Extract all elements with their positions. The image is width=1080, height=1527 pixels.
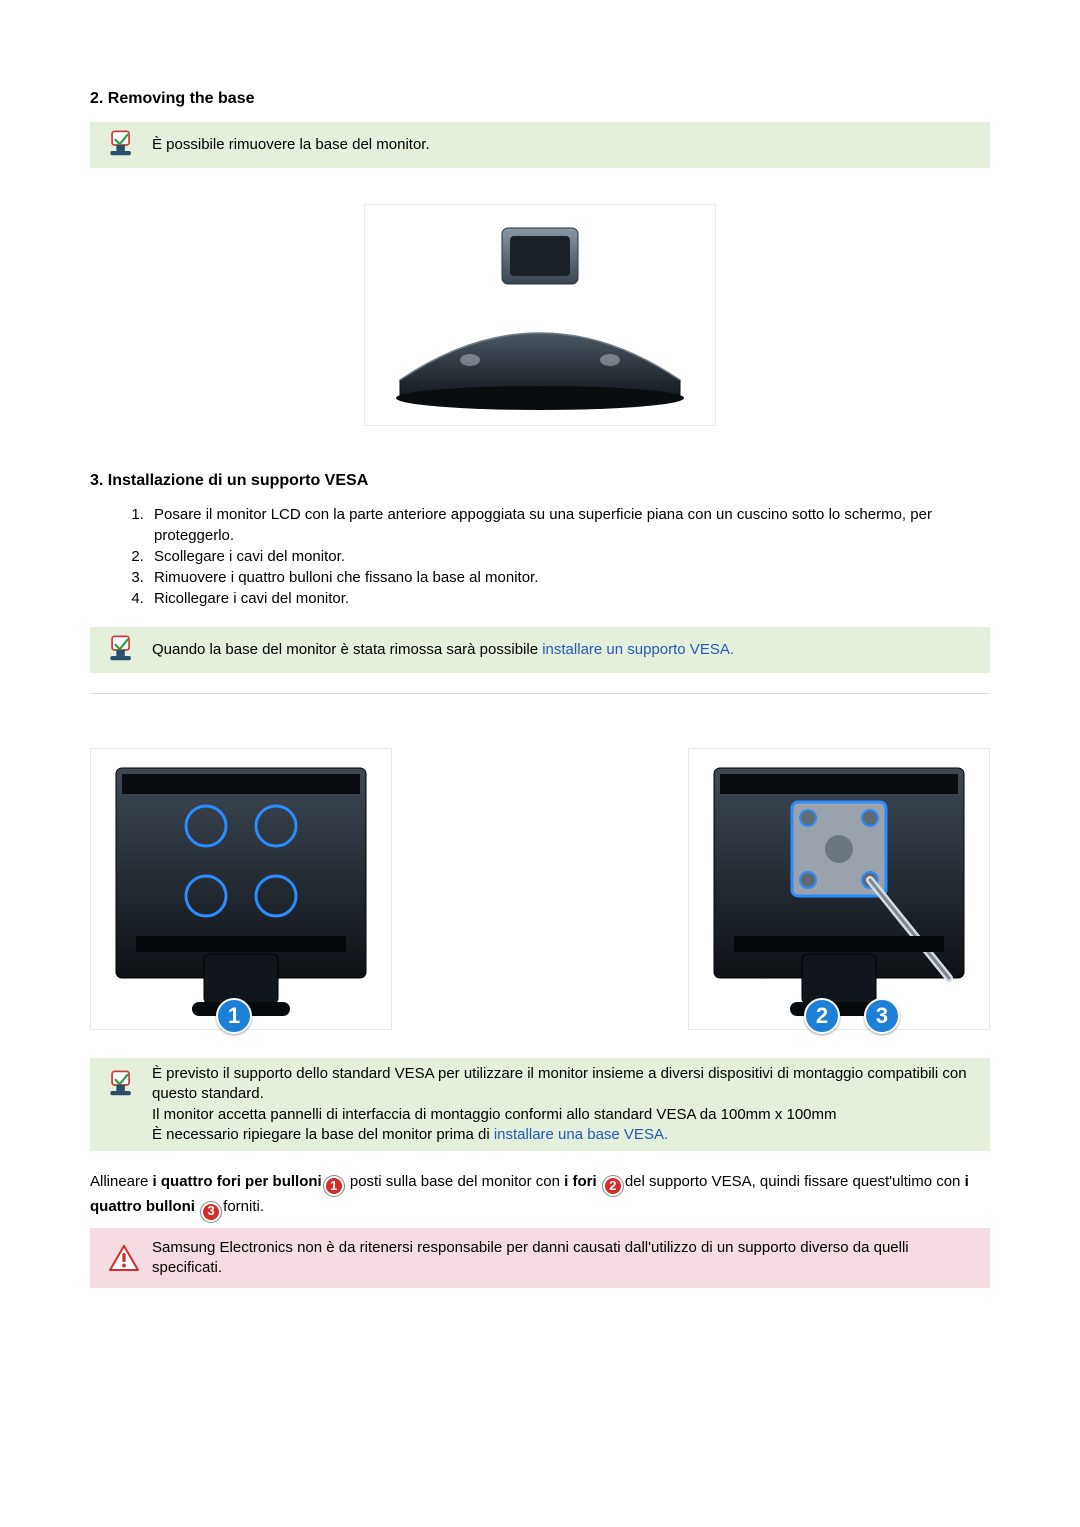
align-bold-2: i fori <box>564 1173 601 1190</box>
align-text-1: Allineare <box>90 1173 153 1190</box>
note-icon <box>96 633 152 667</box>
content: 2. Removing the base È possibile rimuove… <box>90 90 990 1288</box>
inline-badge-2: 2 <box>603 1176 623 1196</box>
note-after-remove-prefix: Quando la base del monitor è stata rimos… <box>152 641 542 658</box>
warning-disclaimer-text: Samsung Electronics non è da ritenersi r… <box>152 1238 976 1279</box>
figure-vesa-right: 2 3 <box>688 748 990 1030</box>
note-after-remove-text: Quando la base del monitor è stata rimos… <box>152 640 976 660</box>
vesa-step-4: Ricollegare i cavi del monitor. <box>148 588 990 609</box>
align-text-2: posti sulla base del monitor con <box>350 1173 564 1190</box>
section-3-heading: 3. Installazione di un supporto VESA <box>90 472 990 490</box>
align-text-3: del supporto VESA, quindi fissare quest'… <box>625 1173 965 1190</box>
vesa-step-2: Scollegare i cavi del monitor. <box>148 546 990 567</box>
page: 2. Removing the base È possibile rimuove… <box>0 0 1080 1418</box>
note-icon <box>96 1064 152 1102</box>
link-install-vesa-base[interactable]: installare una base VESA. <box>494 1126 668 1143</box>
figure-badge-3: 3 <box>864 998 900 1034</box>
vesa-note-line2: Il monitor accetta pannelli di interfacc… <box>152 1105 976 1125</box>
align-bold-1: i quattro fori per bulloni <box>153 1173 322 1190</box>
align-text-4: forniti. <box>223 1198 264 1215</box>
note-vesa-spec-text: È previsto il supporto dello standard VE… <box>152 1064 976 1145</box>
figure-vesa-pair: 1 <box>90 748 990 1030</box>
divider <box>90 693 990 694</box>
note-after-remove: Quando la base del monitor è stata rimos… <box>90 627 990 673</box>
figure-monitor-base <box>90 204 990 426</box>
figure-badge-1: 1 <box>216 998 252 1034</box>
vesa-steps: Posare il monitor LCD con la parte anter… <box>148 504 990 609</box>
note-removing-base: È possibile rimuovere la base del monito… <box>90 122 990 168</box>
inline-badge-3: 3 <box>201 1202 221 1222</box>
warning-disclaimer: Samsung Electronics non è da ritenersi r… <box>90 1228 990 1289</box>
note-vesa-spec: È previsto il supporto dello standard VE… <box>90 1058 990 1151</box>
vesa-step-3: Rimuovere i quattro bulloni che fissano … <box>148 567 990 588</box>
vesa-note-line1: È previsto il supporto dello standard VE… <box>152 1064 976 1105</box>
link-install-vesa-mount[interactable]: installare un supporto VESA. <box>542 641 734 658</box>
align-paragraph: Allineare i quattro fori per bulloni1 po… <box>90 1171 990 1222</box>
vesa-step-1: Posare il monitor LCD con la parte anter… <box>148 504 990 546</box>
figure-vesa-left: 1 <box>90 748 392 1030</box>
section-2-heading: 2. Removing the base <box>90 90 990 108</box>
note-icon <box>96 128 152 162</box>
vesa-note-line3-prefix: È necessario ripiegare la base del monit… <box>152 1126 494 1143</box>
inline-badge-1: 1 <box>324 1176 344 1196</box>
figure-badge-2: 2 <box>804 998 840 1034</box>
warning-icon <box>96 1245 152 1271</box>
note-removing-base-text: È possibile rimuovere la base del monito… <box>152 135 976 155</box>
